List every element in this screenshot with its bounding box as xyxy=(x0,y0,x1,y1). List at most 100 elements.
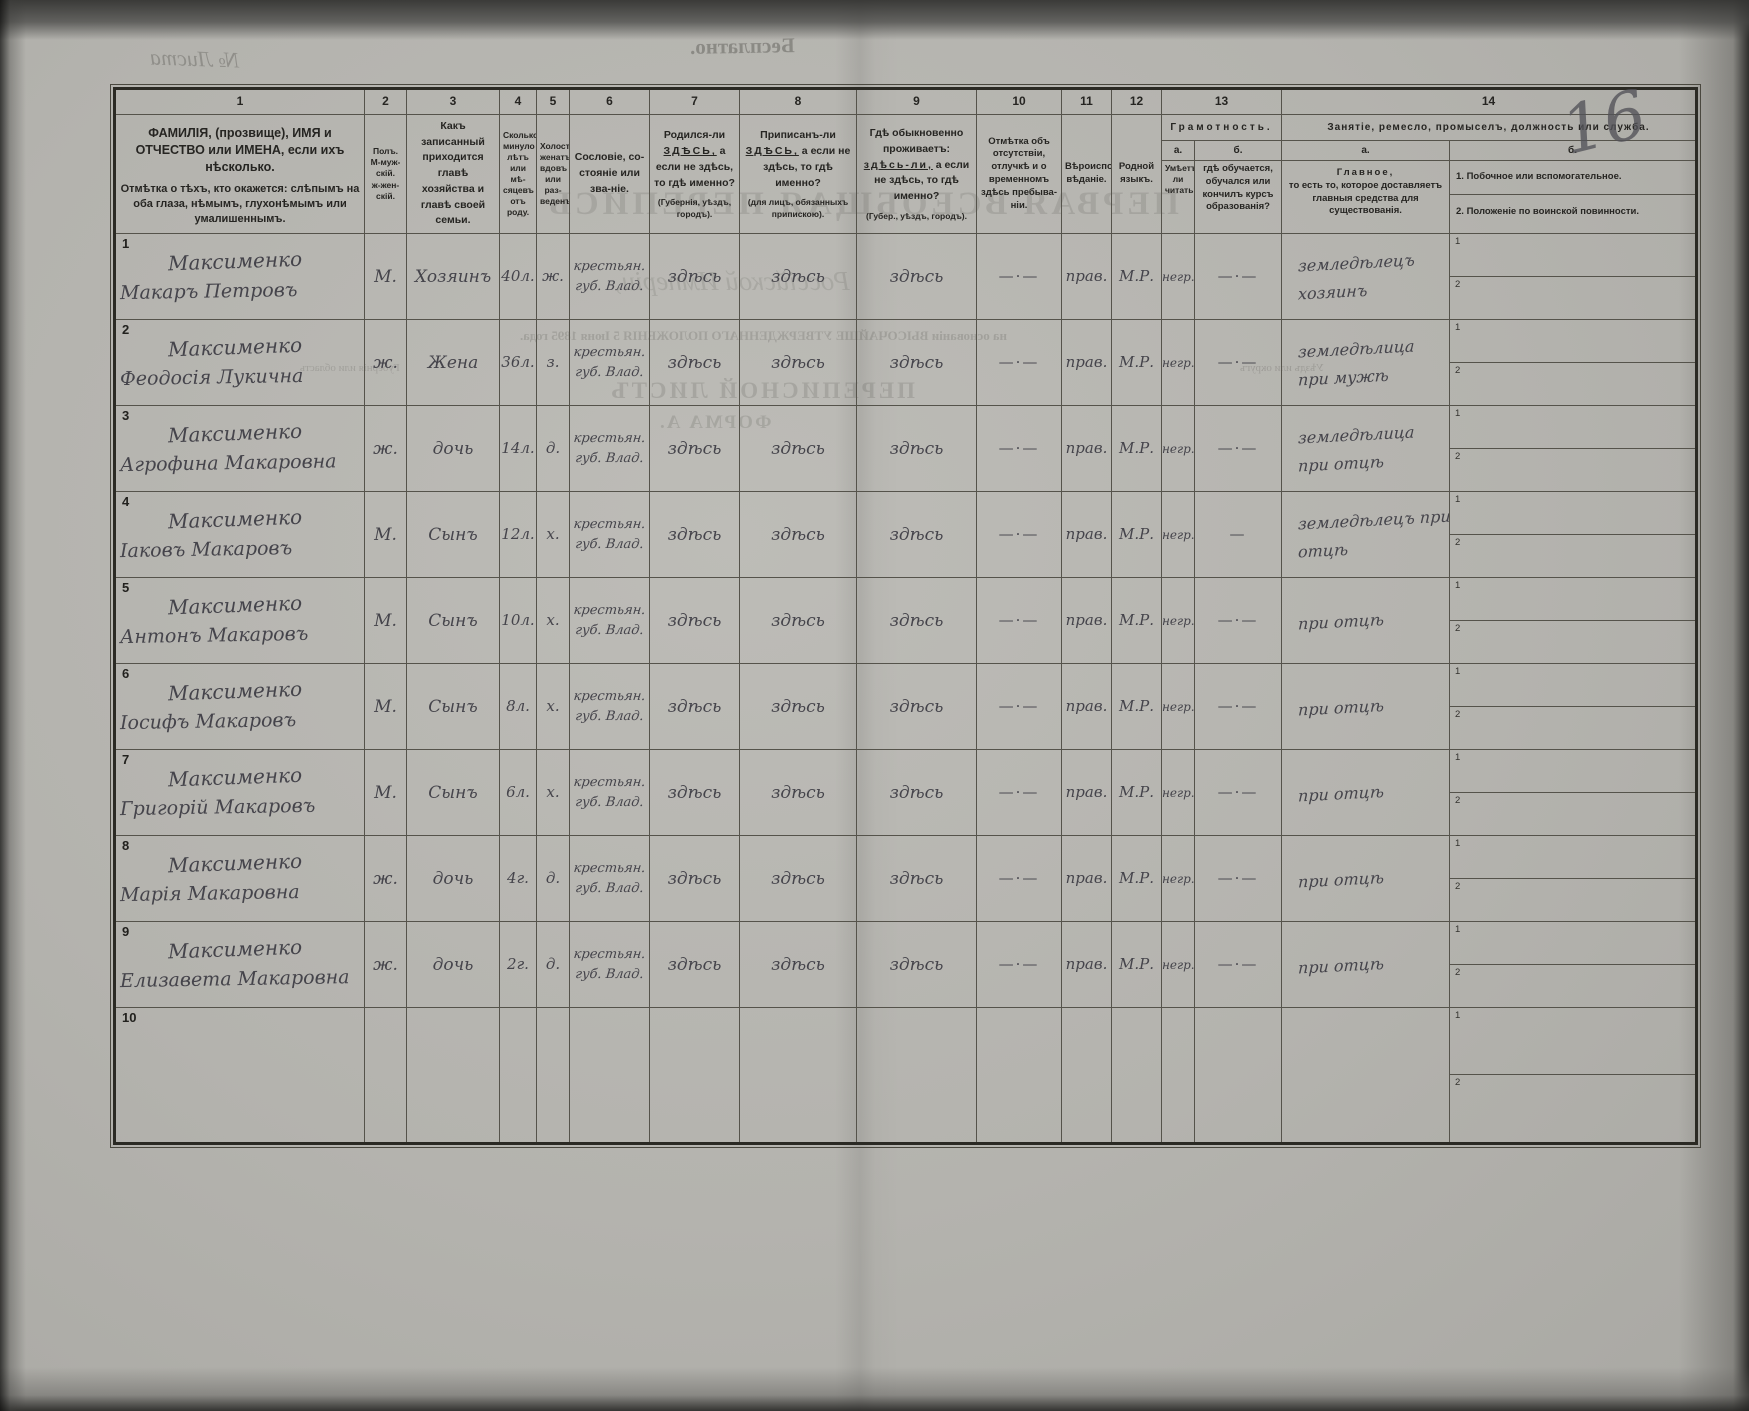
cell-absence-mark xyxy=(976,1007,1062,1144)
cell-relation: дочь xyxy=(406,835,500,922)
given-name-handwriting: Антонъ Макаровъ xyxy=(119,622,309,649)
cell-estate: крестьян. губ. Влад. xyxy=(569,405,650,492)
row-number: 5 xyxy=(122,580,130,595)
cell-resides-here: здѣсь xyxy=(856,835,977,922)
col-num-3: 3 xyxy=(406,88,500,115)
cell-native-language: М.Р. xyxy=(1111,577,1162,664)
cell-native-language: М.Р. xyxy=(1111,491,1162,578)
cell-can-read: негр. xyxy=(1161,405,1195,492)
cell-name: 10 xyxy=(114,1007,365,1144)
col-num-5: 5 xyxy=(536,88,570,115)
col-num-13: 13 xyxy=(1160,88,1283,115)
table-row: 8 Максименко Марія Макаровна ж. дочь 4г.… xyxy=(114,835,1698,922)
cell-sex: ж. xyxy=(364,319,407,406)
table-row: 10 xyxy=(114,1007,1698,1144)
row-number: 3 xyxy=(122,408,130,423)
military-status-slot: 2 xyxy=(1455,709,1461,720)
cell-main-occupation: земледѣлица при мужѣ xyxy=(1281,319,1451,406)
column-number-row: 1 2 3 4 5 6 7 8 9 10 11 12 13 14 xyxy=(114,88,1698,115)
row-number: 1 xyxy=(122,236,130,251)
table-row: 1 Максименко Макаръ Петровъ М. Хозяинъ 4… xyxy=(114,233,1698,320)
header-absence-column: Отмѣтка объ отсутствіи, отлучкѣ и о врем… xyxy=(976,114,1062,234)
column-header-row: ФАМИЛІЯ, (прозвище), ИМЯ и ОТЧЕСТВО или … xyxy=(114,114,1698,234)
side-occupation-slot: 1 xyxy=(1450,235,1696,277)
table-row: 7 Максименко Григорій Макаровъ М. Сынъ 6… xyxy=(114,749,1698,836)
header-literacy-group: Грамотность. xyxy=(1160,114,1283,141)
header-name-title: ФАМИЛІЯ, (прозвище), ИМЯ и ОТЧЕСТВО или … xyxy=(135,126,345,175)
cell-native-language: М.Р. xyxy=(1111,663,1162,750)
cell-name: 2 Максименко Феодосія Лукична xyxy=(114,319,365,406)
cell-resides-here: здѣсь xyxy=(856,405,977,492)
cell-age: 2г. xyxy=(499,921,537,1008)
header-language-column: Родной языкъ. xyxy=(1111,114,1162,234)
cell-born-here xyxy=(649,1007,740,1144)
cell-side-occupation: 1 2 xyxy=(1449,405,1698,492)
cell-absence-mark: —·— xyxy=(976,835,1062,922)
surname-handwriting: Максименко xyxy=(167,504,303,534)
cell-side-occupation: 1 2 xyxy=(1449,233,1698,320)
sub-description-row: Умѣетъ-ли читать? гдѣ обучается, обучалс… xyxy=(115,160,1698,234)
cell-born-here: здѣсь xyxy=(649,749,740,836)
occupation-a-desc: Главное, то есть то, которое доставляетъ… xyxy=(1281,160,1451,234)
cell-estate: крестьян. губ. Влад. xyxy=(569,749,650,836)
cell-relation: Сынъ xyxy=(406,749,500,836)
cell-native-language xyxy=(1111,1007,1162,1144)
col-num-7: 7 xyxy=(649,88,740,115)
cell-main-occupation: при отцѣ xyxy=(1281,663,1451,750)
cell-absence-mark: —·— xyxy=(976,319,1062,406)
row-number: 6 xyxy=(122,666,130,681)
cell-relation: Хозяинъ xyxy=(406,233,500,320)
cell-main-occupation: при отцѣ xyxy=(1281,577,1451,664)
col-num-10: 10 xyxy=(976,88,1062,115)
cell-age: 10л. xyxy=(499,577,537,664)
cell-relation: Сынъ xyxy=(406,577,500,664)
table-row: 2 Максименко Феодосія Лукична ж. Жена 36… xyxy=(114,319,1698,406)
literacy-b-label: б. xyxy=(1193,140,1283,161)
header-relation-column: Какъ записанный приходится главѣ хозяйст… xyxy=(406,114,500,234)
col-num-14: 14 xyxy=(1281,88,1698,115)
cell-main-occupation: земледѣлецъ хозяинъ xyxy=(1281,233,1451,320)
cell-relation: дочь xyxy=(406,921,500,1008)
cell-resides-here: здѣсь xyxy=(856,491,977,578)
bleedthrough-sheet-number: № Листа xyxy=(149,44,240,73)
cell-sex: ж. xyxy=(364,405,407,492)
cell-registered-here: здѣсь xyxy=(739,835,857,922)
military-status-slot: 2 xyxy=(1455,881,1461,892)
cell-sex: М. xyxy=(364,577,407,664)
col-num-1: 1 xyxy=(114,88,365,115)
cell-marital: д. xyxy=(536,405,570,492)
cell-registered-here: здѣсь xyxy=(739,405,857,492)
surname-handwriting: Максименко xyxy=(167,676,303,706)
cell-can-read: негр. xyxy=(1161,921,1195,1008)
given-name-handwriting: Феодосія Лукична xyxy=(119,364,304,391)
header-name-column: ФАМИЛІЯ, (прозвище), ИМЯ и ОТЧЕСТВО или … xyxy=(114,114,365,234)
cell-native-language: М.Р. xyxy=(1111,921,1162,1008)
side-occupation-slot: 1 xyxy=(1450,837,1696,879)
cell-registered-here: здѣсь xyxy=(739,319,857,406)
cell-religion xyxy=(1061,1007,1112,1144)
cell-absence-mark: —·— xyxy=(976,577,1062,664)
military-status-slot: 2 xyxy=(1455,795,1461,806)
given-name-handwriting: Агрофина Макаровна xyxy=(119,450,337,477)
cell-native-language: М.Р. xyxy=(1111,405,1162,492)
cell-age: 4г. xyxy=(499,835,537,922)
occupation-a-label: а. xyxy=(1281,140,1451,161)
side-occupation-slot: 1 xyxy=(1450,1009,1696,1075)
cell-born-here: здѣсь xyxy=(649,233,740,320)
cell-can-read xyxy=(1161,1007,1195,1144)
cell-resides-here: здѣсь xyxy=(856,749,977,836)
military-status-slot: 2 xyxy=(1455,365,1461,376)
cell-main-occupation: земледѣлецъ при отцѣ xyxy=(1281,491,1451,578)
census-table: 1 2 3 4 5 6 7 8 9 10 11 12 13 14 xyxy=(113,87,1699,1145)
cell-main-occupation: при отцѣ xyxy=(1281,921,1451,1008)
side-occupation-slot: 1 xyxy=(1450,407,1696,449)
cell-side-occupation: 1 2 xyxy=(1449,491,1698,578)
cell-resides-here: здѣсь xyxy=(856,577,977,664)
header-occupation-group: Занятіе, ремесло, промыселъ, должность и… xyxy=(1281,114,1698,141)
military-status-slot: 2 xyxy=(1455,451,1461,462)
cell-relation: Сынъ xyxy=(406,491,500,578)
cell-age: 36л. xyxy=(499,319,537,406)
cell-marital: ж. xyxy=(536,233,570,320)
cell-can-read: негр. xyxy=(1161,577,1195,664)
